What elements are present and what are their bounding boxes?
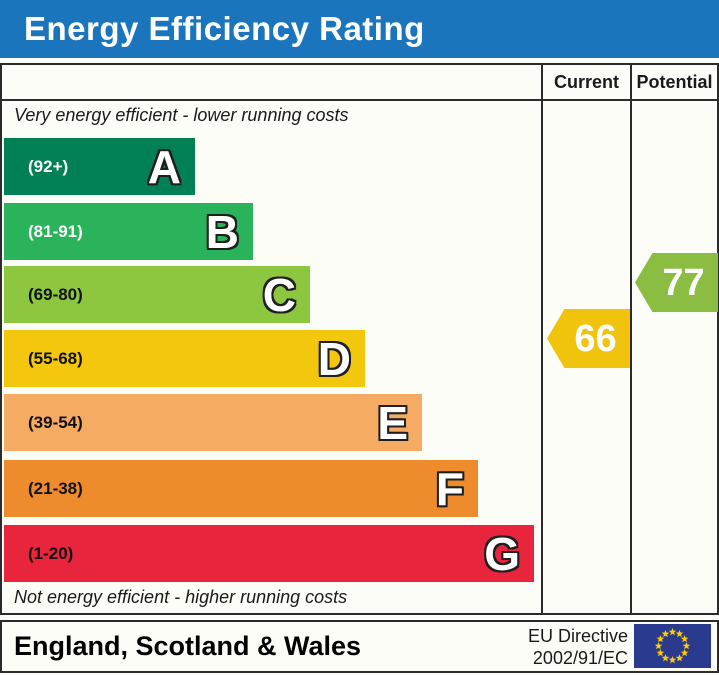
eu-directive-line1: EU Directive — [527, 626, 628, 646]
title-bar: Energy Efficiency Rating — [0, 0, 719, 58]
band-letter: D — [317, 332, 351, 385]
potential-rating-value: 77 — [662, 261, 705, 304]
band-range-label: (69-80) — [28, 284, 83, 304]
band-letter: G — [484, 527, 520, 580]
band-range-label: (81-91) — [28, 221, 83, 241]
potential-column-header: Potential — [636, 71, 713, 92]
rating-band-g: (1-20) G — [4, 525, 534, 582]
band-range-label: (1-20) — [28, 543, 74, 563]
rating-band-a: (92+) A — [4, 138, 195, 195]
caption-not-efficient: Not energy efficient - higher running co… — [14, 587, 348, 607]
header-divider-line — [2, 99, 717, 101]
current-column-header: Current — [553, 71, 619, 92]
band-range-label: (39-54) — [28, 412, 83, 432]
rating-band-b: (81-91) B — [4, 203, 253, 260]
band-range-label: (55-68) — [28, 348, 83, 368]
band-range-label: (21-38) — [28, 478, 83, 498]
band-letter: F — [435, 462, 464, 515]
eu-flag-icon — [634, 624, 711, 668]
potential-rating-pointer: 77 — [635, 253, 718, 312]
rating-band-d: (55-68) D — [4, 330, 365, 387]
caption-very-efficient: Very energy efficient - lower running co… — [14, 105, 349, 125]
rating-band-e: (39-54) E — [4, 394, 422, 451]
rating-band-c: (69-80) C — [4, 266, 310, 323]
rating-chart: Current Potential Very energy efficient … — [0, 63, 719, 615]
rating-band-f: (21-38) F — [4, 460, 478, 517]
potential-column-divider — [630, 65, 632, 613]
band-letter: A — [147, 140, 181, 193]
current-rating-pointer: 66 — [547, 309, 630, 368]
footer: England, Scotland & Wales EU Directive 2… — [0, 620, 719, 673]
band-letter: C — [262, 268, 296, 321]
region-label: England, Scotland & Wales — [14, 631, 362, 661]
eu-directive-label: EU Directive 2002/91/EC — [528, 625, 628, 669]
current-column-divider — [541, 65, 543, 613]
band-range-label: (92+) — [28, 156, 69, 176]
eu-directive-line2: 2002/91/EC — [532, 648, 628, 668]
page-title: Energy Efficiency Rating — [24, 10, 425, 47]
band-letter: E — [377, 396, 408, 449]
band-letter: B — [205, 205, 239, 258]
current-rating-value: 66 — [574, 317, 617, 360]
